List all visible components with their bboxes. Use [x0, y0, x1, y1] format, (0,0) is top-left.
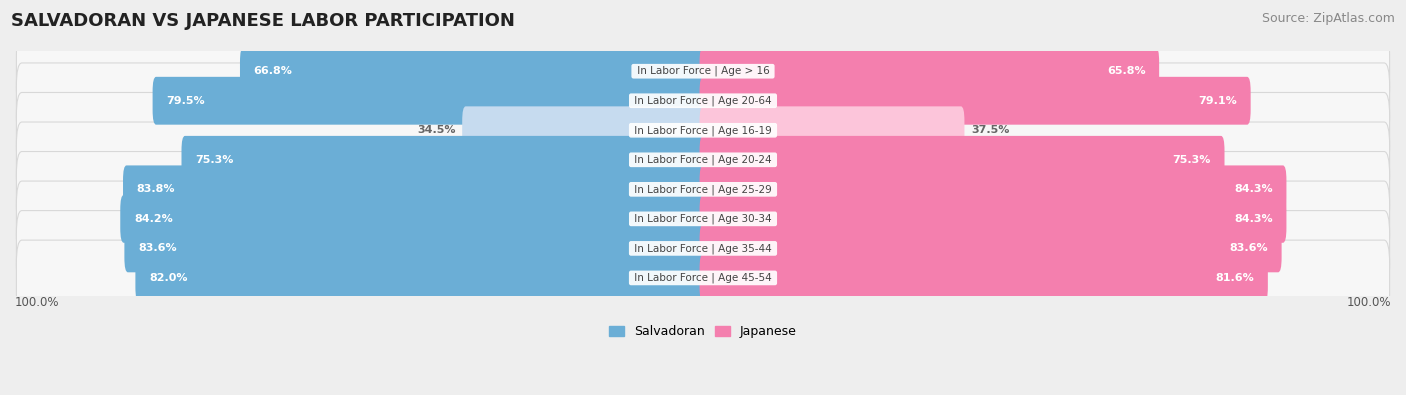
Text: In Labor Force | Age 20-24: In Labor Force | Age 20-24: [631, 154, 775, 165]
FancyBboxPatch shape: [700, 166, 1286, 213]
Text: In Labor Force | Age 35-44: In Labor Force | Age 35-44: [631, 243, 775, 254]
Text: 84.2%: 84.2%: [134, 214, 173, 224]
Legend: Salvadoran, Japanese: Salvadoran, Japanese: [605, 320, 801, 343]
FancyBboxPatch shape: [181, 136, 706, 184]
FancyBboxPatch shape: [135, 254, 706, 302]
FancyBboxPatch shape: [153, 77, 706, 125]
FancyBboxPatch shape: [17, 92, 1389, 168]
Text: In Labor Force | Age 20-64: In Labor Force | Age 20-64: [631, 96, 775, 106]
Text: 66.8%: 66.8%: [253, 66, 292, 76]
Text: Source: ZipAtlas.com: Source: ZipAtlas.com: [1261, 12, 1395, 25]
FancyBboxPatch shape: [700, 136, 1225, 184]
Text: In Labor Force | Age > 16: In Labor Force | Age > 16: [634, 66, 772, 77]
Text: 75.3%: 75.3%: [1173, 155, 1211, 165]
FancyBboxPatch shape: [17, 211, 1389, 286]
FancyBboxPatch shape: [124, 224, 706, 272]
Text: 84.3%: 84.3%: [1234, 214, 1272, 224]
Text: In Labor Force | Age 16-19: In Labor Force | Age 16-19: [631, 125, 775, 135]
FancyBboxPatch shape: [122, 166, 706, 213]
FancyBboxPatch shape: [700, 195, 1286, 243]
FancyBboxPatch shape: [17, 181, 1389, 257]
Text: 65.8%: 65.8%: [1107, 66, 1146, 76]
Text: 82.0%: 82.0%: [149, 273, 187, 283]
Text: 75.3%: 75.3%: [195, 155, 233, 165]
Text: 37.5%: 37.5%: [972, 125, 1010, 135]
Text: 79.5%: 79.5%: [166, 96, 205, 106]
Text: 81.6%: 81.6%: [1215, 273, 1254, 283]
FancyBboxPatch shape: [700, 224, 1282, 272]
FancyBboxPatch shape: [17, 152, 1389, 227]
FancyBboxPatch shape: [700, 47, 1159, 95]
Text: 83.8%: 83.8%: [136, 184, 176, 194]
Text: 100.0%: 100.0%: [1347, 296, 1391, 309]
FancyBboxPatch shape: [17, 34, 1389, 109]
Text: 83.6%: 83.6%: [1229, 243, 1268, 253]
Text: 100.0%: 100.0%: [15, 296, 59, 309]
FancyBboxPatch shape: [17, 122, 1389, 198]
Text: 83.6%: 83.6%: [138, 243, 177, 253]
Text: In Labor Force | Age 30-34: In Labor Force | Age 30-34: [631, 214, 775, 224]
Text: 79.1%: 79.1%: [1198, 96, 1237, 106]
Text: 84.3%: 84.3%: [1234, 184, 1272, 194]
FancyBboxPatch shape: [240, 47, 706, 95]
Text: SALVADORAN VS JAPANESE LABOR PARTICIPATION: SALVADORAN VS JAPANESE LABOR PARTICIPATI…: [11, 12, 515, 30]
FancyBboxPatch shape: [700, 254, 1268, 302]
FancyBboxPatch shape: [121, 195, 706, 243]
Text: 34.5%: 34.5%: [416, 125, 456, 135]
FancyBboxPatch shape: [17, 240, 1389, 316]
FancyBboxPatch shape: [17, 63, 1389, 139]
Text: In Labor Force | Age 45-54: In Labor Force | Age 45-54: [631, 273, 775, 283]
Text: In Labor Force | Age 25-29: In Labor Force | Age 25-29: [631, 184, 775, 195]
FancyBboxPatch shape: [463, 106, 706, 154]
FancyBboxPatch shape: [700, 106, 965, 154]
FancyBboxPatch shape: [700, 77, 1251, 125]
